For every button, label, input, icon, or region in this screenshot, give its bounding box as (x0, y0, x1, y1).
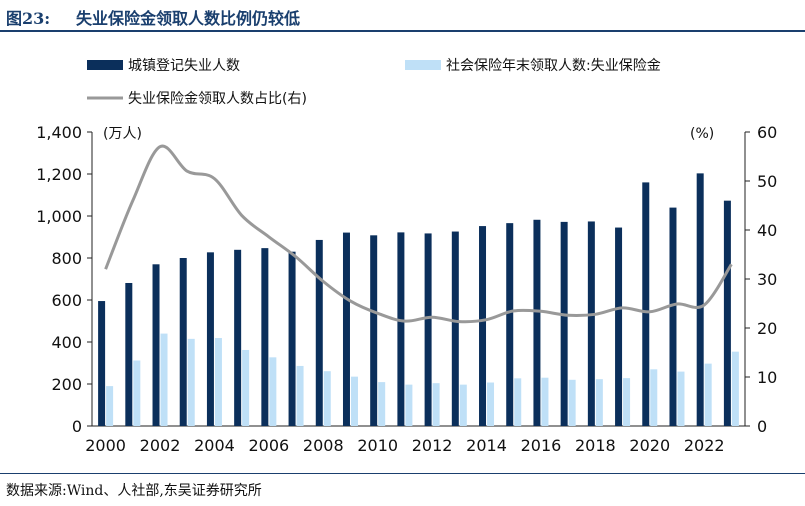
left-axis-unit: (万人) (103, 126, 142, 142)
left-tick-label: 600 (51, 291, 82, 310)
bar-benefit-2022 (704, 363, 712, 426)
x-tick-label: 2020 (629, 436, 670, 455)
x-tick-label: 2000 (85, 436, 126, 455)
legend-label-unemployed: 城镇登记失业人数 (128, 58, 240, 74)
bar-benefit-2006 (269, 357, 277, 426)
bar-unemployed-2020 (642, 182, 650, 426)
bar-unemployed-2014 (479, 226, 487, 426)
left-tick-label: 1,000 (36, 207, 82, 226)
bar-unemployed-2010 (370, 235, 378, 426)
legend: 城镇登记失业人数 社会保险年末领取人数:失业保险金 失业保险金领取人数占比(右) (87, 58, 661, 107)
bar-unemployed-2013 (451, 231, 459, 426)
bar-benefit-2020 (650, 369, 658, 426)
bar-benefit-2016 (541, 377, 549, 426)
left-tick-label: 200 (51, 375, 82, 394)
x-tick-label: 2012 (412, 436, 453, 455)
right-tick-label: 50 (757, 172, 777, 191)
bar-unemployed-2011 (397, 232, 405, 426)
bar-benefit-2017 (568, 379, 576, 426)
left-tick-label: 1,200 (36, 165, 82, 184)
bar-unemployed-2005 (234, 249, 242, 426)
legend-label-ratio: 失业保险金领取人数占比(右) (128, 91, 307, 107)
bar-unemployed-2017 (560, 221, 568, 426)
ratio-line (104, 144, 733, 324)
bar-benefit-2009 (350, 376, 358, 426)
bar-benefit-2013 (459, 384, 467, 426)
right-tick-label: 20 (757, 319, 777, 338)
figure-number: 图23: (6, 9, 51, 28)
right-tick-label: 30 (757, 270, 777, 289)
bar-benefit-2000 (106, 386, 114, 426)
x-tick-label: 2022 (684, 436, 725, 455)
bar-benefit-2005 (242, 349, 250, 426)
right-tick-label: 10 (757, 368, 777, 387)
figure-title: 失业保险金领取人数比例仍较低 (76, 9, 301, 28)
bar-unemployed-2001 (125, 282, 133, 426)
bottom-rule (0, 473, 805, 474)
bar-unemployed-2003 (179, 258, 187, 426)
bar-unemployed-2015 (506, 223, 514, 426)
bar-unemployed-2000 (98, 301, 106, 426)
bar-unemployed-2004 (206, 252, 214, 426)
bar-unemployed-2002 (152, 264, 160, 426)
bar-unemployed-2023 (723, 200, 731, 426)
x-tick-label: 2008 (303, 436, 344, 455)
x-tick-label: 2016 (521, 436, 562, 455)
bar-benefit-2015 (514, 378, 522, 426)
x-tick-label: 2006 (248, 436, 289, 455)
right-tick-label: 0 (757, 417, 767, 436)
x-tick-label: 2018 (575, 436, 616, 455)
left-tick-label: 400 (51, 333, 82, 352)
bar-benefit-2010 (378, 382, 386, 426)
bar-benefit-2003 (187, 338, 195, 426)
bar-benefit-2018 (595, 379, 603, 426)
bar-benefit-2001 (133, 360, 141, 426)
legend-swatch-benefit (405, 60, 441, 70)
legend-label-benefit: 社会保险年末领取人数:失业保险金 (446, 58, 661, 74)
bar-benefit-2021 (677, 371, 685, 426)
right-tick-label: 60 (757, 123, 777, 142)
source-note: 数据来源:Wind、人社部,东吴证券研究所 (6, 483, 262, 499)
left-tick-label: 1,400 (36, 123, 82, 142)
bar-benefit-2019 (623, 378, 631, 426)
x-tick-label: 2014 (466, 436, 507, 455)
bar-unemployed-2021 (669, 207, 677, 426)
title-bar: 图23: 失业保险金领取人数比例仍较低 (0, 0, 805, 32)
bar-benefit-2014 (487, 382, 495, 426)
bar-unemployed-2016 (533, 219, 541, 426)
bar-benefit-2023 (731, 351, 739, 426)
bar-benefit-2002 (160, 333, 168, 426)
bar-unemployed-2008 (315, 239, 323, 426)
plot-area: 0 200 400 600 800 1,000 1,200 1,400 0 10 20 30 40 50 6… (36, 123, 777, 455)
x-tick-label: 2002 (140, 436, 181, 455)
bar-benefit-2011 (405, 384, 413, 426)
bar-unemployed-2022 (696, 173, 704, 426)
bar-benefit-2007 (296, 365, 304, 426)
bar-benefit-2008 (323, 371, 331, 426)
bar-unemployed-2018 (587, 221, 595, 426)
bar-unemployed-2012 (424, 233, 432, 426)
x-tick-label: 2010 (357, 436, 398, 455)
right-axis-unit: (%) (690, 126, 714, 142)
bar-unemployed-2019 (615, 227, 623, 426)
bar-unemployed-2009 (342, 232, 350, 426)
x-tick-label: 2004 (194, 436, 235, 455)
left-tick-label: 800 (51, 249, 82, 268)
bar-unemployed-2006 (261, 248, 269, 426)
left-tick-label: 0 (72, 417, 82, 436)
right-tick-label: 40 (757, 221, 777, 240)
chart: 城镇登记失业人数 社会保险年末领取人数:失业保险金 失业保险金领取人数占比(右)… (36, 58, 777, 455)
bar-benefit-2012 (432, 383, 440, 426)
legend-swatch-unemployed (87, 60, 123, 70)
bar-unemployed-2007 (288, 251, 296, 426)
bar-benefit-2004 (214, 338, 222, 426)
